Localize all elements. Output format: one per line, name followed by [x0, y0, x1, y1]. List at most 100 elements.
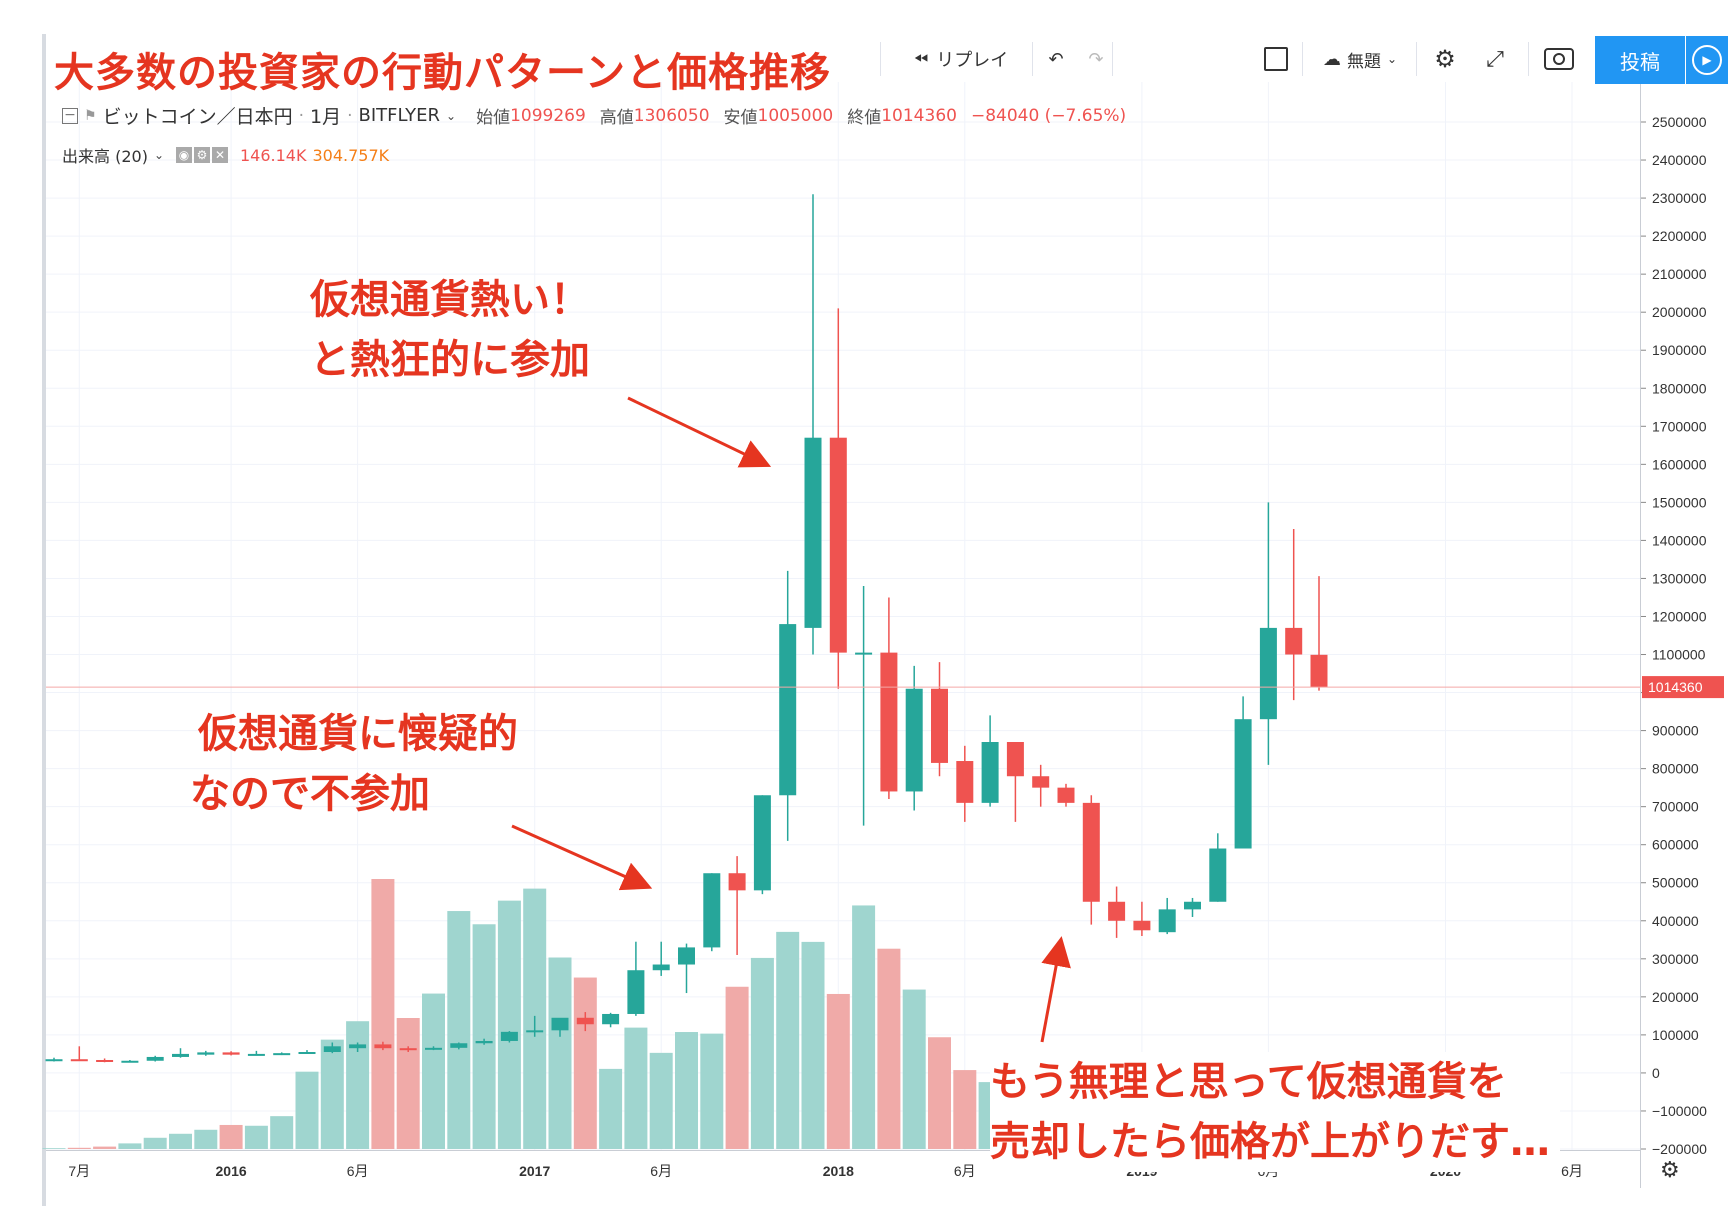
volume-label[interactable]: 出来高 (20): [62, 147, 148, 166]
layout-name-button[interactable]: ☁︎ 無題 ⌄: [1310, 36, 1410, 82]
candle-body: [880, 652, 898, 792]
flag-icon[interactable]: ⚑: [84, 107, 97, 124]
candle-body: [779, 624, 797, 796]
candle-body: [804, 437, 822, 628]
x-tick-label: 7月: [68, 1163, 90, 1179]
candle-body: [526, 1030, 544, 1033]
annotation-enthusiastic-line2: と熱狂的に参加: [310, 337, 590, 383]
close-label: 終値: [847, 108, 882, 128]
y-tick-label: 800000: [1652, 761, 1699, 777]
volume-bar: [649, 1052, 673, 1149]
interval[interactable]: 1月: [309, 106, 342, 128]
volume-bar: [169, 1133, 192, 1149]
volume-bar: [118, 1143, 142, 1149]
y-tick-label: −100000: [1652, 1103, 1707, 1119]
y-tick-label: 2000000: [1652, 304, 1707, 320]
y-tick-label: 300000: [1652, 951, 1699, 967]
candle-body: [753, 795, 771, 891]
gear-icon[interactable]: ⚙: [194, 147, 210, 163]
y-tick-label: 1600000: [1652, 456, 1707, 472]
fullscreen-icon: ⤢: [1486, 46, 1504, 72]
y-tick-label: 1700000: [1652, 418, 1707, 434]
top-toolbar: ⏪︎ リプレイ ↶ ↷ ☁︎ 無題 ⌄ ⚙︎ ⤢: [880, 36, 1728, 82]
candle-body: [1057, 787, 1075, 803]
volume-bar: [219, 1124, 243, 1149]
close-icon[interactable]: ✕: [212, 147, 228, 163]
candle-body: [728, 873, 746, 891]
gear-icon: ⚙︎: [1434, 45, 1456, 73]
volume-bar: [42, 1148, 66, 1149]
redo-button[interactable]: ↷: [1076, 36, 1116, 82]
layout-button[interactable]: [1256, 36, 1296, 82]
y-tick-label: 2200000: [1652, 228, 1707, 244]
volume-bar: [396, 1018, 420, 1149]
x-tick-label: 6月: [650, 1163, 672, 1179]
candle-body: [1184, 901, 1201, 910]
candle-body: [1133, 920, 1151, 931]
annotation-skeptical: 仮想通貨に懐疑的 なので不参加: [190, 704, 518, 824]
high-value: 1306050: [633, 105, 710, 126]
annotation-enthusiastic: 仮想通貨熱い！ と熱狂的に参加: [310, 270, 590, 390]
candle-body: [1032, 776, 1050, 788]
symbol-name[interactable]: ビットコイン／日本円: [102, 106, 293, 128]
camera-icon: [1544, 48, 1574, 70]
candle-body: [905, 688, 923, 792]
volume-bar: [194, 1129, 218, 1149]
y-tick-label: 2400000: [1652, 152, 1707, 168]
annotation-skeptical-line2: なので不参加: [190, 771, 430, 817]
y-tick-label: 1400000: [1652, 532, 1707, 548]
volume-bar: [675, 1032, 698, 1149]
annotation-sold: もう無理と思って仮想通貨を 売却したら価格が上がりだす…: [990, 1052, 1560, 1172]
candle-body: [1259, 627, 1277, 720]
x-tick-label: 6月: [1561, 1163, 1583, 1179]
volume-bar: [270, 1116, 294, 1149]
candle-body: [273, 1053, 291, 1056]
time-axis-separator: [46, 1150, 1640, 1151]
candle-body: [121, 1060, 139, 1063]
y-tick-label: 1500000: [1652, 494, 1707, 510]
candle-body: [475, 1040, 493, 1044]
chevron-down-icon[interactable]: ⌄: [446, 108, 457, 123]
volume-bar: [371, 879, 395, 1149]
volume-bar: [295, 1071, 319, 1149]
candle-body: [425, 1047, 442, 1050]
undo-button[interactable]: ↶: [1036, 36, 1076, 82]
volume-legend: 出来高 (20) ⌄ ◉ ⚙ ✕ 146.14K 304.757K: [62, 143, 389, 167]
play-button[interactable]: ▶: [1686, 36, 1728, 84]
post-button[interactable]: 投稿: [1595, 36, 1685, 84]
annotation-sold-line2: 売却したら価格が上がりだす…: [990, 1119, 1550, 1165]
candle-body: [399, 1048, 417, 1051]
settings-button[interactable]: ⚙︎: [1420, 36, 1470, 82]
candle-body: [1006, 742, 1024, 777]
redo-icon: ↷: [1088, 48, 1104, 70]
eye-icon[interactable]: ◉: [176, 147, 192, 163]
annotation-arrows: [511, 396, 1071, 1043]
volume-bar: [573, 977, 597, 1149]
candle-body: [1158, 909, 1176, 933]
candle-body: [374, 1044, 392, 1049]
arrow-enthusiastic: [627, 396, 772, 468]
volume-bar: [497, 900, 521, 1149]
y-tick-label: 900000: [1652, 723, 1699, 739]
fullscreen-button[interactable]: ⤢: [1470, 36, 1520, 82]
y-tick-label: 1300000: [1652, 570, 1707, 586]
y-tick-label: 2300000: [1652, 190, 1707, 206]
volume-bar: [826, 993, 850, 1149]
replay-button[interactable]: ⏪︎ リプレイ: [896, 36, 1026, 82]
snapshot-button[interactable]: [1532, 36, 1586, 82]
volume-bar: [953, 1070, 977, 1149]
candle-body: [1285, 627, 1303, 655]
collapse-icon[interactable]: −: [62, 107, 78, 124]
y-tick-label: 100000: [1652, 1027, 1699, 1043]
candle-body: [247, 1053, 265, 1056]
candle-body: [627, 970, 645, 1014]
left-border: [42, 34, 46, 1206]
open-value: 1099269: [510, 105, 586, 126]
exchange[interactable]: BITFLYER: [358, 105, 441, 126]
candle-body: [703, 873, 721, 948]
axis-settings-icon[interactable]: ⚙︎: [1660, 1158, 1680, 1183]
x-tick-label: 2017: [519, 1163, 550, 1179]
chevron-down-icon[interactable]: ⌄: [153, 148, 164, 162]
volume-bar: [472, 924, 496, 1149]
